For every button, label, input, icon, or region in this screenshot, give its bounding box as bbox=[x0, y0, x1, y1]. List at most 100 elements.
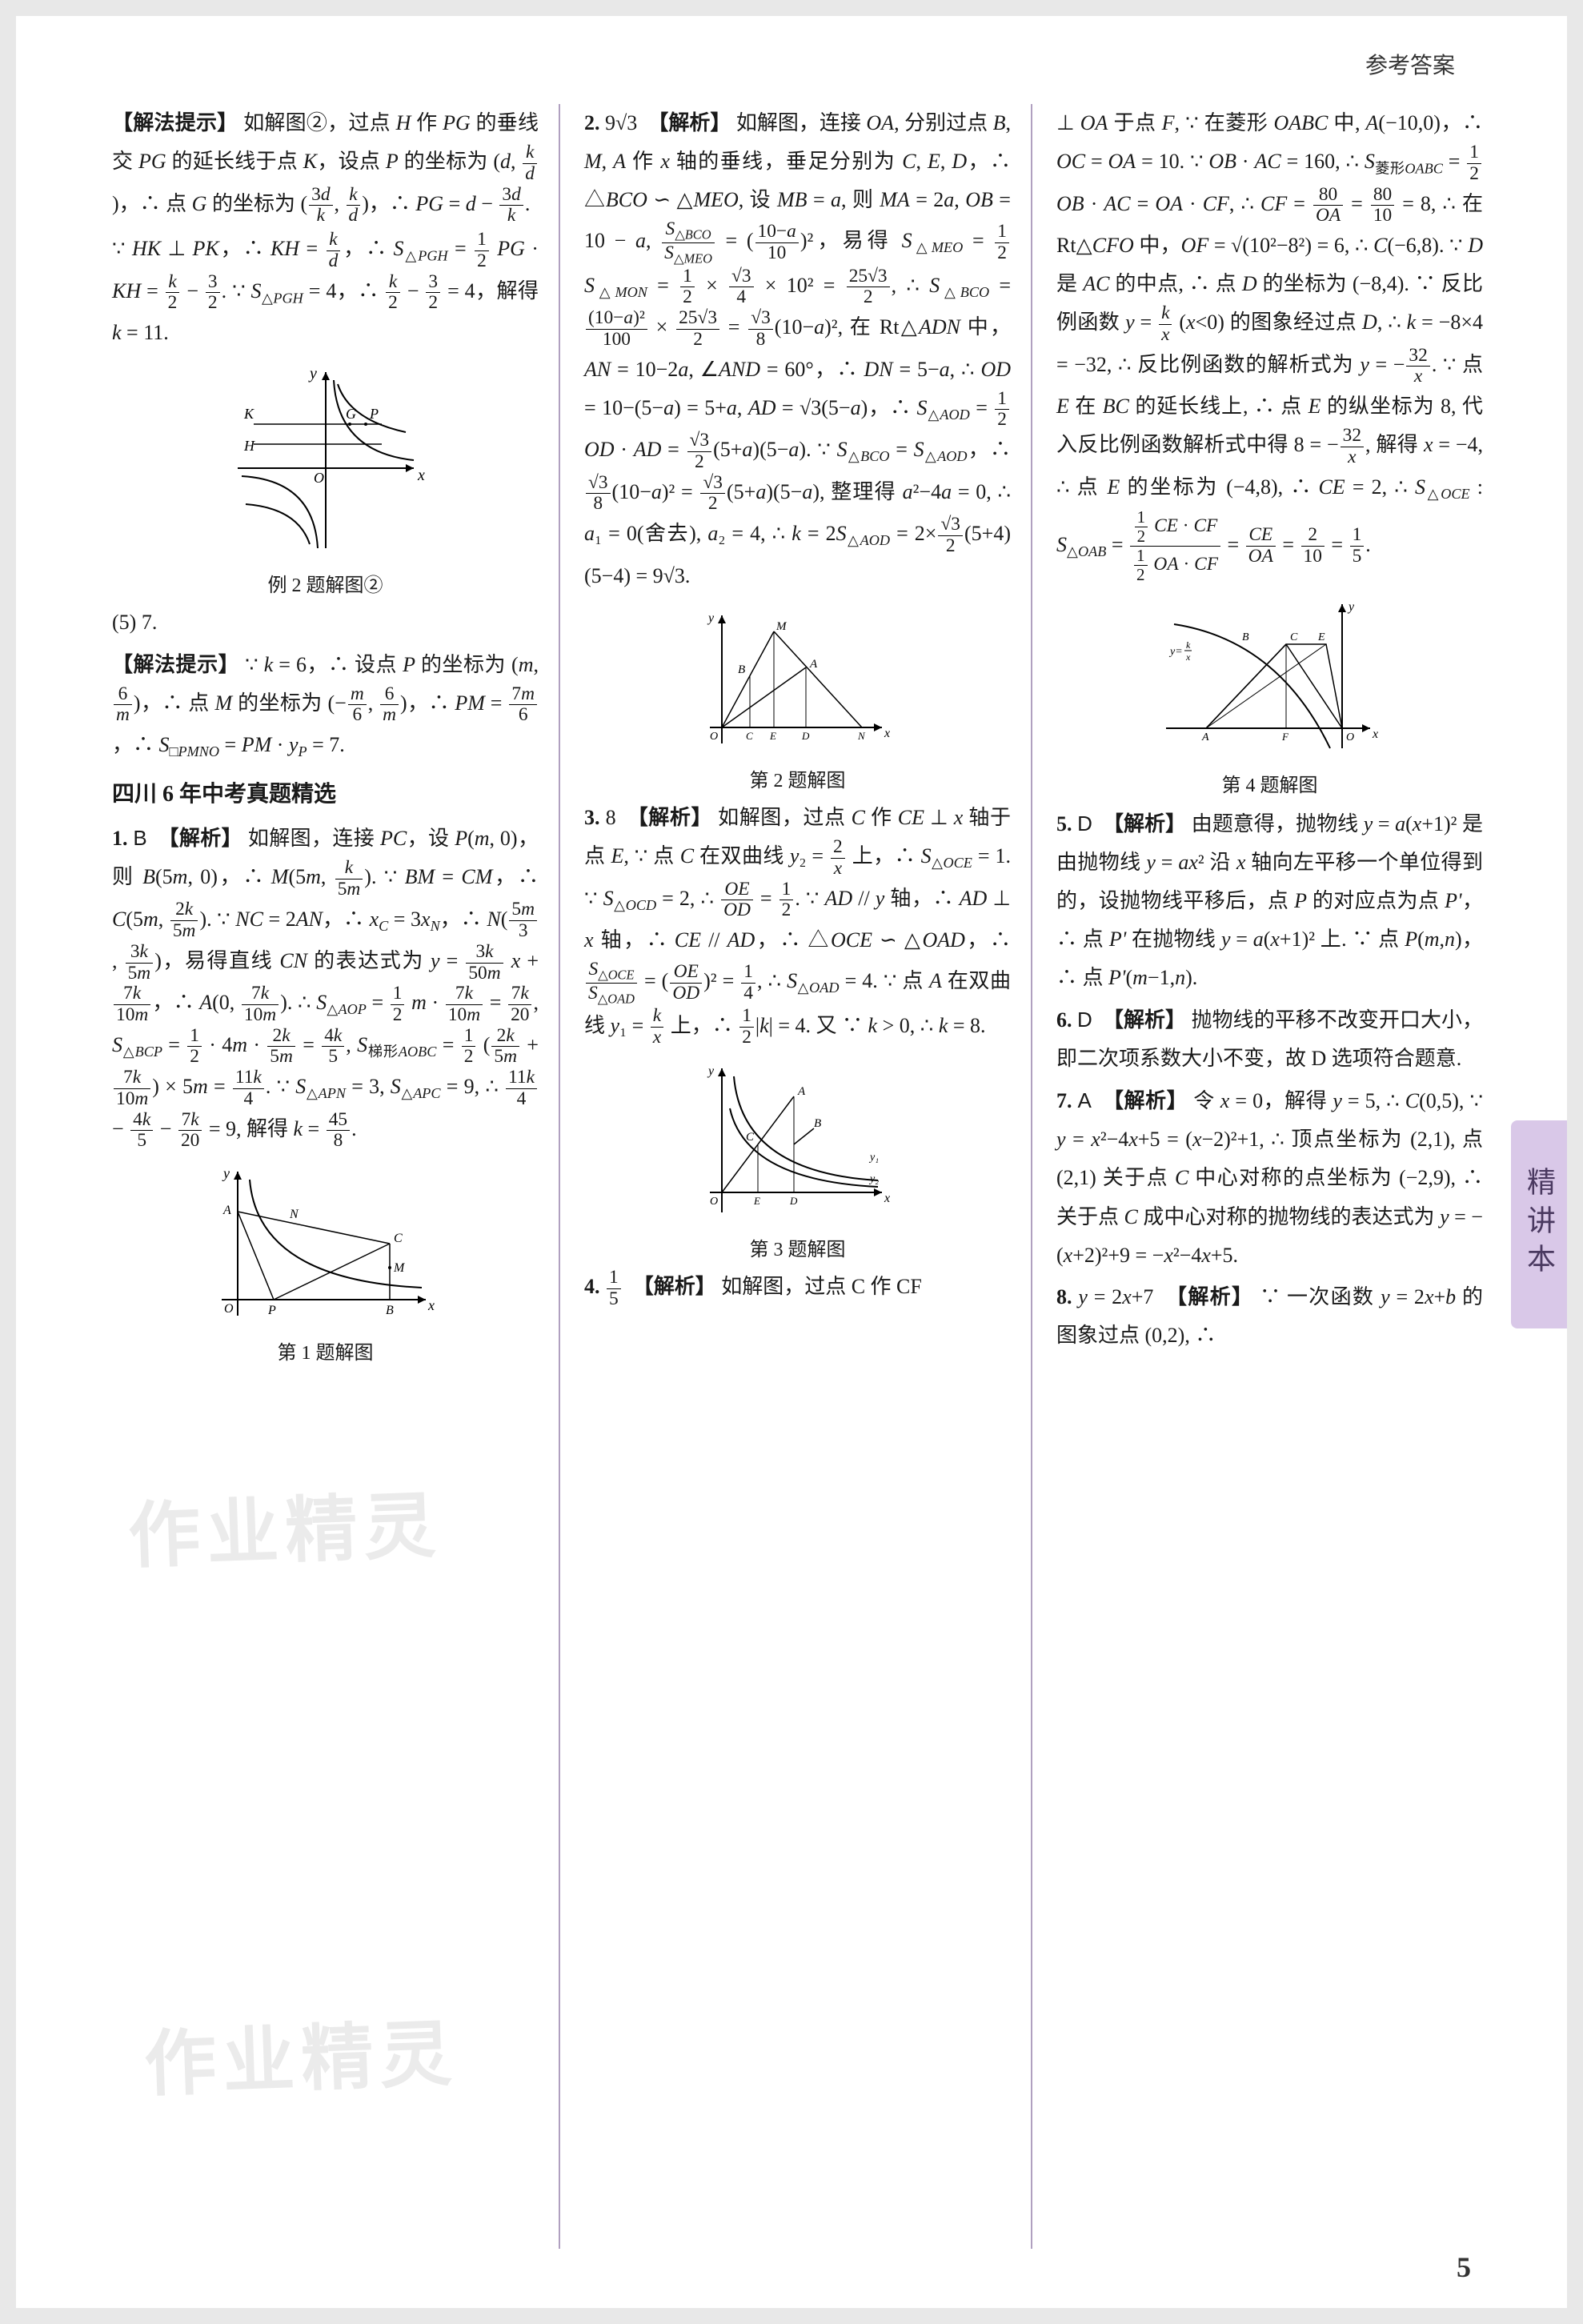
column-1: 【解法提示】 如解图②，过点 H 作 PG 的垂线交 PG 的延长线于点 K，设… bbox=[112, 104, 560, 2249]
svg-text:y: y bbox=[707, 1064, 715, 1078]
body-text: 如解图，过点 C 作 CF bbox=[721, 1276, 922, 1299]
hint-label: 【解法提示】 bbox=[112, 653, 239, 676]
figure-caption: 第 3 题解图 bbox=[584, 1232, 1011, 1268]
figure-caption: 第 1 题解图 bbox=[112, 1336, 539, 1371]
question-number: 2. bbox=[584, 111, 600, 134]
svg-text:E: E bbox=[1317, 631, 1325, 643]
svg-text:B: B bbox=[386, 1304, 394, 1317]
analysis-label: 【解析】 bbox=[158, 827, 242, 850]
svg-text:O: O bbox=[314, 470, 324, 486]
svg-text:y: y bbox=[707, 611, 715, 625]
svg-text:y₁: y₁ bbox=[868, 1152, 879, 1164]
svg-text:M: M bbox=[393, 1261, 406, 1275]
body-text: ∵ HK ⊥ PK，∴ KH = kd，∴ S△PGH = 12 PG · KH… bbox=[112, 230, 539, 352]
body-text: 令 x = 0，解得 y = 5, ∴ C(0,5), ∵ y = x²−4x+… bbox=[1056, 1089, 1483, 1266]
svg-text:x: x bbox=[427, 1297, 435, 1313]
answer: D bbox=[1077, 811, 1092, 835]
svg-text:P: P bbox=[369, 406, 379, 422]
body-text: 如解图，过点 C 作 CE ⊥ x 轴于点 E, ∵ 点 C 在双曲线 y₂ =… bbox=[584, 806, 1011, 1037]
svg-text:D: D bbox=[789, 1195, 798, 1207]
svg-text:y₂: y₂ bbox=[868, 1173, 879, 1185]
figure-q3: x y O y₁ y₂ A C B E D bbox=[702, 1060, 894, 1220]
answer: 8 bbox=[606, 806, 616, 829]
side-tab: 精讲本 bbox=[1511, 1120, 1567, 1328]
svg-text:x: x bbox=[884, 727, 890, 740]
body-text: 由题意得，抛物线 y = a(x+1)² 是由抛物线 y = ax² 沿 x 轴… bbox=[1056, 812, 1483, 989]
analysis-label: 【解析】 bbox=[1103, 812, 1186, 835]
figure-q4: x y O A B C E F y= k x bbox=[1158, 596, 1382, 756]
page-header-title: 参考答案 bbox=[1365, 48, 1455, 80]
analysis-label: 【解析】 bbox=[627, 806, 712, 829]
svg-text:E: E bbox=[769, 730, 776, 742]
svg-text:G: G bbox=[346, 406, 356, 422]
svg-text:A: A bbox=[222, 1204, 231, 1217]
analysis-label: 【解析】 bbox=[1103, 1008, 1186, 1032]
analysis-label: 【解析】 bbox=[633, 1276, 716, 1299]
body-text: 如解图，连接 OA, 分别过点 B, M, A 作 x 轴的垂线，垂足分别为 C… bbox=[584, 111, 1011, 587]
svg-text:x: x bbox=[1372, 727, 1378, 741]
question-number: 3. bbox=[584, 806, 600, 829]
svg-text:N: N bbox=[289, 1208, 299, 1221]
section-title: 四川 6 年中考真题精选 bbox=[112, 774, 539, 815]
svg-text:x: x bbox=[417, 467, 425, 484]
answer: 9√3 bbox=[605, 111, 637, 134]
figure-caption: 例 2 题解图② bbox=[112, 568, 539, 603]
svg-text:O: O bbox=[710, 731, 718, 743]
column-3: ⊥ OA 于点 F, ∵ 在菱形 OABC 中, A(−10,0)，∴ OC =… bbox=[1056, 104, 1503, 2249]
svg-text:C: C bbox=[394, 1232, 403, 1245]
svg-text:N: N bbox=[857, 730, 866, 742]
answer: 15 bbox=[605, 1276, 623, 1299]
figure-caption: 第 4 题解图 bbox=[1056, 768, 1483, 803]
svg-text:M: M bbox=[775, 620, 787, 633]
svg-text:x: x bbox=[884, 1192, 890, 1205]
analysis-label: 【解析】 bbox=[1103, 1089, 1188, 1112]
svg-text:y: y bbox=[222, 1165, 230, 1181]
svg-text:y: y bbox=[308, 365, 317, 383]
svg-text:P: P bbox=[267, 1304, 276, 1317]
answer: D bbox=[1077, 1008, 1092, 1032]
page: 参考答案 精讲本 作业精灵 作业精灵 【解法提示】 如解图②，过点 H 作 PG… bbox=[16, 16, 1567, 2308]
svg-text:y=: y= bbox=[1168, 646, 1183, 658]
svg-text:C: C bbox=[746, 730, 753, 742]
answer: y = 2x+7 bbox=[1078, 1285, 1153, 1308]
svg-text:K: K bbox=[243, 406, 254, 422]
svg-text:O: O bbox=[710, 1196, 718, 1208]
svg-text:B: B bbox=[738, 663, 745, 676]
svg-text:A: A bbox=[797, 1085, 806, 1098]
page-number: 5 bbox=[1457, 2250, 1471, 2284]
analysis-label: 【解析】 bbox=[647, 111, 731, 134]
question-number: 7. bbox=[1056, 1089, 1072, 1112]
figure-caption: 第 2 题解图 bbox=[584, 763, 1011, 799]
svg-text:C: C bbox=[1290, 631, 1298, 643]
svg-text:x: x bbox=[1185, 651, 1191, 663]
column-2: 2. 9√3 【解析】 如解图，连接 OA, 分别过点 B, M, A 作 x … bbox=[584, 104, 1032, 2249]
question-number: 1. bbox=[112, 827, 128, 850]
content-columns: 【解法提示】 如解图②，过点 H 作 PG 的垂线交 PG 的延长线于点 K，设… bbox=[112, 104, 1503, 2249]
svg-text:B: B bbox=[814, 1117, 821, 1130]
svg-text:B: B bbox=[1242, 631, 1249, 643]
svg-text:y: y bbox=[1347, 600, 1355, 614]
svg-text:C: C bbox=[746, 1131, 755, 1144]
body-text: (5) 7. bbox=[112, 603, 539, 642]
analysis-label: 【解析】 bbox=[1166, 1285, 1253, 1308]
svg-text:F: F bbox=[1281, 731, 1289, 743]
body-text: 如解图，连接 PC，设 P(m, 0)，则 B(5m, 0)，∴ M(5m, k… bbox=[112, 827, 539, 1140]
answer: B bbox=[133, 826, 146, 850]
figure-q1: x y O A N C M P B bbox=[214, 1164, 438, 1324]
svg-text:D: D bbox=[801, 730, 810, 742]
question-number: 4. bbox=[584, 1276, 600, 1299]
body-text: ⊥ OA 于点 F, ∵ 在菱形 OABC 中, A(−10,0)，∴ OC =… bbox=[1056, 104, 1483, 584]
question-number: 5. bbox=[1056, 812, 1072, 835]
question-number: 8. bbox=[1056, 1285, 1072, 1308]
svg-text:k: k bbox=[1186, 639, 1191, 651]
answer: A bbox=[1078, 1088, 1092, 1112]
figure-q2: x y O M B A C E D N bbox=[702, 607, 894, 751]
svg-text:E: E bbox=[753, 1195, 760, 1207]
figure-example2: x y O K H G P bbox=[222, 364, 430, 556]
svg-text:O: O bbox=[1346, 731, 1354, 743]
svg-text:H: H bbox=[243, 438, 255, 454]
svg-text:O: O bbox=[224, 1302, 234, 1316]
svg-text:A: A bbox=[1201, 731, 1209, 743]
svg-text:A: A bbox=[809, 658, 818, 671]
question-number: 6. bbox=[1056, 1008, 1072, 1032]
